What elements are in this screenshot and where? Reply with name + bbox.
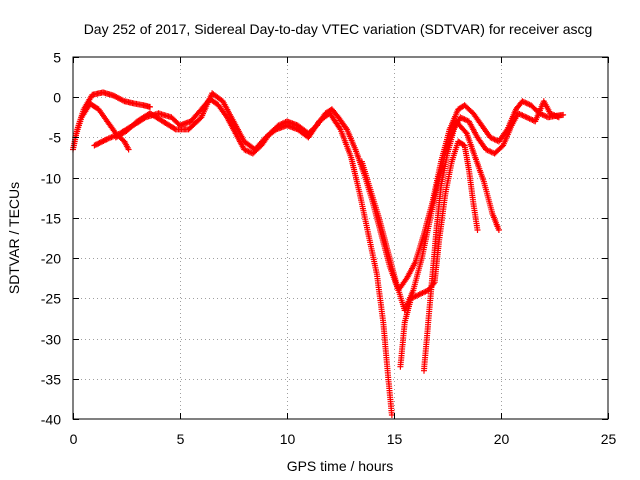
series-markers <box>91 95 567 294</box>
y-axis-label: SDTVAR / TECUs <box>6 182 22 294</box>
x-tick-label: 10 <box>280 431 296 447</box>
grid <box>73 57 608 419</box>
series-satellite-track-G <box>421 98 562 374</box>
plot-frame <box>72 56 609 420</box>
series-markers <box>397 138 481 370</box>
axis-ticks: 5 0 -5 -10 -15 -20 -25 -30 -35 -40 0 5 10 15 20 25 <box>41 50 617 448</box>
x-tick-label: 20 <box>494 431 510 447</box>
x-tick-label: 25 <box>601 431 617 447</box>
series-markers <box>72 100 132 153</box>
y-tick-label: -5 <box>49 130 62 146</box>
series-satellite-track-D <box>112 90 395 418</box>
y-tick-label: -25 <box>41 291 61 307</box>
y-tick-label: -30 <box>41 332 61 348</box>
x-tick-label: 0 <box>70 431 78 447</box>
data-series <box>70 89 567 418</box>
y-tick-label: -40 <box>41 412 61 428</box>
x-axis-label: GPS time / hours <box>287 458 394 474</box>
series-markers <box>358 118 502 314</box>
y-tick-label: -20 <box>41 251 61 267</box>
x-tick-label: 15 <box>387 431 403 447</box>
series-satellite-track-E <box>358 118 502 314</box>
y-tick-label: 5 <box>53 50 61 66</box>
chart-title: Day 252 of 2017, Sidereal Day-to-day VTE… <box>84 21 593 37</box>
y-tick-label: 0 <box>53 90 61 106</box>
y-tick-label: -10 <box>41 171 61 187</box>
series-satellite-track-C <box>91 95 567 294</box>
y-tick-label: -35 <box>41 372 61 388</box>
series-satellite-track-F <box>397 138 481 370</box>
series-markers <box>421 98 562 374</box>
x-tick-label: 5 <box>177 431 185 447</box>
series-markers <box>112 90 395 418</box>
series-satellite-track-B <box>72 100 132 153</box>
y-tick-label: -15 <box>41 211 61 227</box>
